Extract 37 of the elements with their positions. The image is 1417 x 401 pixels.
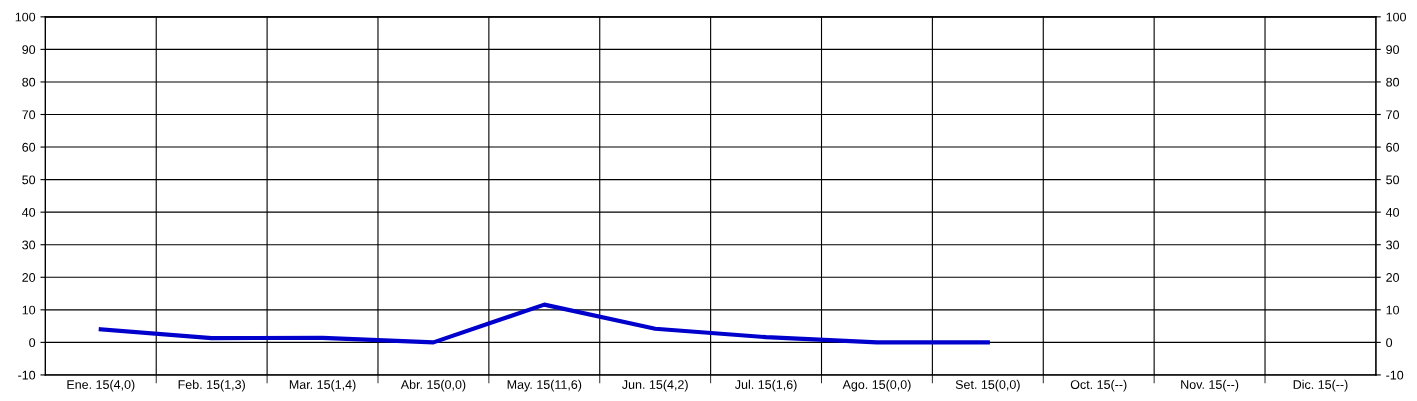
x-tick-label: Mar. 15(1,4) <box>289 379 356 392</box>
y2-tick-label: -10 <box>1386 370 1404 380</box>
x-tick-label: Oct. 15(--) <box>1070 379 1127 392</box>
x-tick-label: Feb. 15(1,3) <box>178 379 245 392</box>
y2-tick-label: 30 <box>1386 240 1400 250</box>
y2-tick-label: 70 <box>1386 110 1400 120</box>
x-tick-label: Ago. 15(0,0) <box>842 379 911 392</box>
y-tick-label: -10 <box>18 370 36 380</box>
y2-tick-label: 90 <box>1386 45 1400 55</box>
y2-tick-label: 40 <box>1385 207 1400 217</box>
y-tick-label: 10 <box>22 305 36 315</box>
y-tick-label: 0 <box>29 338 36 348</box>
y-tick-label: 70 <box>22 110 36 120</box>
y2-tick-label: 80 <box>1386 77 1400 87</box>
x-tick-label: Ene. 15(4,0) <box>67 379 135 392</box>
y-tick-label: 50 <box>22 175 36 185</box>
y2-tick-label: 0 <box>1386 338 1393 348</box>
x-tick-label: Jul. 15(1,6) <box>735 379 797 392</box>
y-tick-label: 80 <box>22 77 36 87</box>
x-tick-label: Jun. 15(4,2) <box>622 379 688 392</box>
y2-tick-label: 60 <box>1386 142 1400 152</box>
y-tick-label: 90 <box>22 45 36 55</box>
y2-tick-label: 20 <box>1386 273 1400 282</box>
y2-tick-label: 50 <box>1386 175 1400 185</box>
y-tick-label: 40 <box>22 207 36 217</box>
y-tick-label: 30 <box>22 240 36 250</box>
x-tick-label: Set. 15(0,0) <box>955 379 1020 392</box>
y2-tick-label: 10 <box>1386 305 1400 315</box>
y-tick-label: 60 <box>22 142 36 152</box>
x-tick-label: Dic. 15(--) <box>1293 379 1348 392</box>
line-series <box>98 302 990 345</box>
x-tick-label: May. 15(11,6) <box>507 379 582 392</box>
x-tick-label: Abr. 15(0,0) <box>400 379 466 392</box>
x-tick-label: Nov. 15(--) <box>1181 379 1239 392</box>
y2-tick-label: 100 <box>1386 12 1406 22</box>
y-tick-label: 20 <box>22 273 36 282</box>
y-tick-label: 100 <box>15 12 36 22</box>
